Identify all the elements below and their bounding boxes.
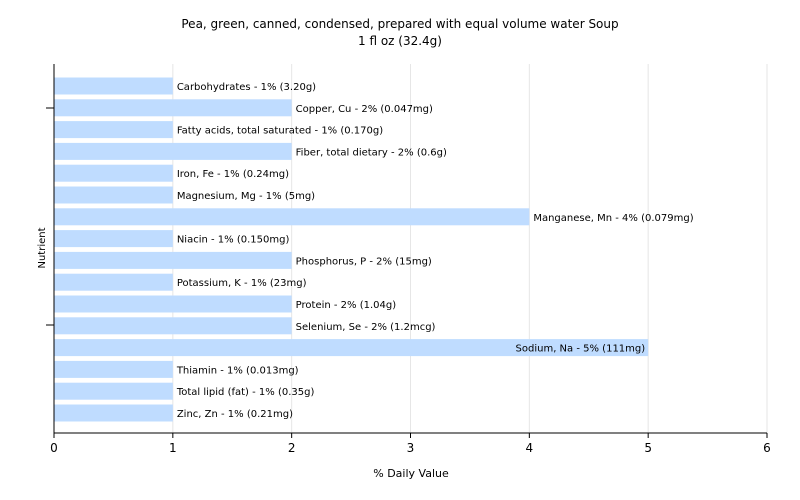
bar (54, 382, 173, 400)
bar-label: Fatty acids, total saturated - 1% (0.170… (177, 126, 383, 137)
bar (54, 121, 173, 139)
bar-label: Magnesium, Mg - 1% (5mg) (177, 191, 315, 202)
bar-label: Phosphorus, P - 2% (15mg) (296, 256, 432, 267)
x-tick-label: 3 (407, 441, 415, 455)
bar (54, 317, 292, 335)
bar-label: Zinc, Zn - 1% (0.21mg) (177, 409, 293, 420)
bar-label: Copper, Cu - 2% (0.047mg) (296, 104, 433, 115)
chart-title: Pea, green, canned, condensed, prepared … (181, 17, 618, 31)
bar-label: Protein - 2% (1.04g) (296, 300, 397, 311)
bar (54, 186, 173, 204)
x-tick-label: 5 (644, 441, 652, 455)
bar (54, 99, 292, 117)
x-tick-label: 2 (288, 441, 296, 455)
y-axis-title: Nutrient (37, 227, 48, 268)
x-tick-label: 1 (169, 441, 177, 455)
x-axis-title: % Daily Value (373, 467, 449, 480)
bar-label: Niacin - 1% (0.150mg) (177, 235, 290, 246)
bar (54, 251, 292, 269)
bar-label: Potassium, K - 1% (23mg) (177, 278, 307, 289)
bar (54, 142, 292, 160)
chart-subtitle: 1 fl oz (32.4g) (358, 34, 442, 48)
bar-label: Selenium, Se - 2% (1.2mcg) (296, 322, 436, 333)
axes: 0 1 2 3 4 5 6 (46, 64, 771, 455)
gridlines (172, 64, 768, 433)
x-tick-label: 4 (526, 441, 534, 455)
bar-label: Iron, Fe - 1% (0.24mg) (177, 169, 289, 180)
bar-label: Thiamin - 1% (0.013mg) (176, 365, 299, 376)
bar-label: Total lipid (fat) - 1% (0.35g) (176, 387, 315, 398)
bar (54, 339, 649, 357)
bars: Carbohydrates - 1% (3.20g) Copper, Cu - 2… (54, 77, 694, 422)
bar (54, 208, 530, 226)
x-tick-label: 0 (50, 441, 58, 455)
bar (54, 77, 173, 95)
bar (54, 295, 292, 313)
bar (54, 164, 173, 182)
bar-label: Manganese, Mn - 4% (0.079mg) (533, 213, 693, 224)
x-tick-label: 6 (763, 441, 771, 455)
bar (54, 360, 173, 378)
bar-label: Fiber, total dietary - 2% (0.6g) (296, 147, 447, 158)
bar (54, 230, 173, 248)
bar-label: Carbohydrates - 1% (3.20g) (177, 82, 316, 93)
bar (54, 273, 173, 291)
bar (54, 404, 173, 422)
bar-label: Sodium, Na - 5% (111mg) (516, 344, 646, 355)
